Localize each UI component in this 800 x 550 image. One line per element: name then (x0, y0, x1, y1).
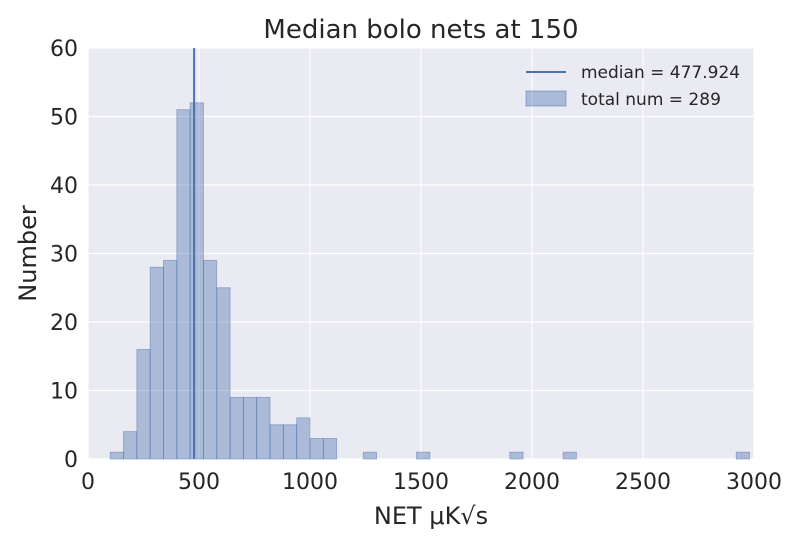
histogram-bar (296, 417, 311, 460)
histogram-bar (509, 451, 524, 460)
chart-title: Median bolo nets at 150 (263, 15, 578, 45)
x-tick-label: 3000 (726, 470, 782, 495)
histogram-bar (189, 102, 204, 460)
y-tick-label: 30 (50, 243, 78, 268)
histogram-bar (282, 424, 298, 460)
y-axis-label: Number (14, 205, 42, 302)
x-tick-label: 0 (81, 470, 95, 495)
histogram-bar (269, 424, 284, 460)
histogram-bar (163, 259, 178, 460)
y-tick-label: 20 (50, 311, 78, 336)
x-tick-label: 500 (178, 470, 220, 495)
histogram-bar (416, 451, 431, 460)
legend-total-swatch (525, 90, 567, 107)
histogram-bar (136, 348, 151, 460)
x-axis-ticks: 0 500 1000 1500 2000 2500 3000 (81, 470, 782, 495)
legend-median-label: median = 477.924 (581, 63, 740, 83)
histogram-bar (242, 396, 258, 460)
y-tick-label: 10 (50, 380, 78, 405)
y-tick-label: 60 (50, 37, 78, 62)
histogram-bar (203, 259, 218, 460)
x-tick-label: 2000 (504, 470, 560, 495)
histogram-bar (176, 109, 191, 460)
y-tick-label: 0 (64, 448, 78, 473)
legend: median = 477.924 total num = 289 (525, 63, 740, 110)
x-tick-label: 1500 (393, 470, 449, 495)
histogram-bar (256, 396, 271, 460)
histogram-bar (322, 438, 338, 460)
histogram-bar (735, 451, 750, 460)
y-tick-label: 40 (50, 174, 78, 199)
x-tick-label: 1000 (282, 470, 338, 495)
x-tick-label: 2500 (615, 470, 671, 495)
histogram-bar (216, 287, 231, 460)
histogram-bar (562, 451, 577, 460)
y-tick-label: 50 (50, 106, 78, 131)
histogram-bar (229, 396, 244, 460)
y-axis-ticks: 0 10 20 30 40 50 60 (50, 37, 78, 473)
histogram-bar (309, 438, 324, 460)
histogram-bar (109, 451, 124, 460)
histogram-bar (362, 451, 377, 460)
histogram-bar (123, 431, 138, 460)
histogram-bars (109, 102, 750, 460)
histogram-bar (149, 266, 164, 460)
x-axis-label: NET μK√s (374, 502, 488, 530)
legend-total-label: total num = 289 (581, 90, 721, 110)
